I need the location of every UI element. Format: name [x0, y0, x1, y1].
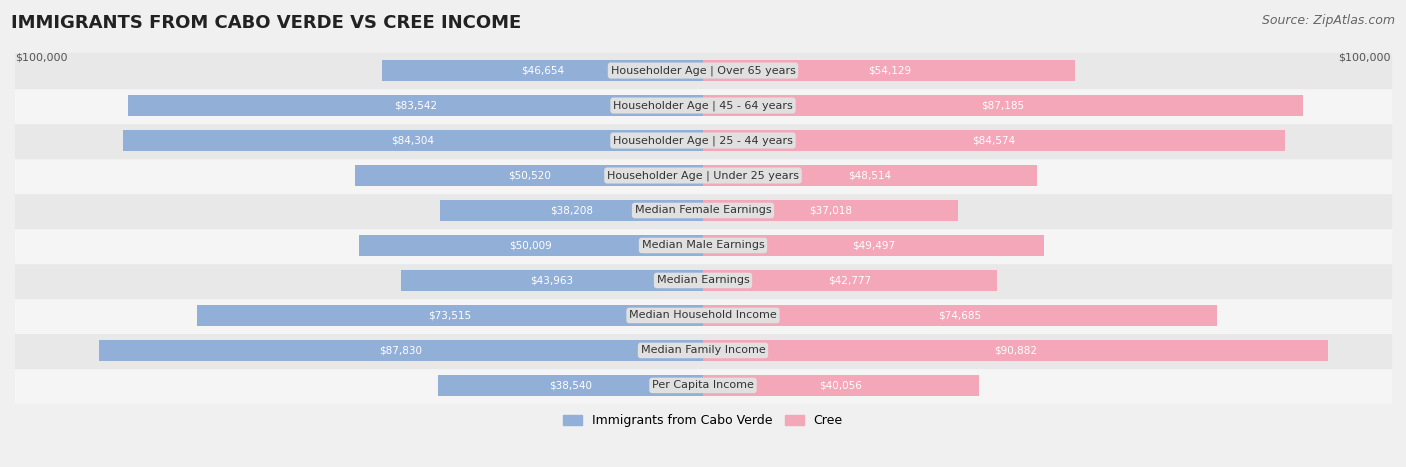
Text: $73,515: $73,515 [429, 311, 471, 320]
Text: $49,497: $49,497 [852, 241, 894, 250]
Text: Householder Age | Over 65 years: Householder Age | Over 65 years [610, 65, 796, 76]
Bar [703, 235, 1043, 256]
Bar [359, 235, 703, 256]
Text: Source: ZipAtlas.com: Source: ZipAtlas.com [1261, 14, 1395, 27]
Bar [382, 60, 703, 81]
Text: $74,685: $74,685 [938, 311, 981, 320]
Text: $38,540: $38,540 [548, 381, 592, 390]
Text: $83,542: $83,542 [394, 100, 437, 111]
Bar [703, 60, 1076, 81]
Bar [15, 228, 1391, 263]
Bar [703, 305, 1216, 326]
Text: $84,304: $84,304 [391, 135, 434, 146]
Bar [15, 88, 1391, 123]
Bar [703, 200, 957, 221]
Text: Householder Age | Under 25 years: Householder Age | Under 25 years [607, 170, 799, 181]
Text: Median Household Income: Median Household Income [628, 311, 778, 320]
Bar [128, 95, 703, 116]
Text: Per Capita Income: Per Capita Income [652, 381, 754, 390]
Bar [703, 130, 1285, 151]
Bar [15, 158, 1391, 193]
Bar [703, 270, 997, 291]
Text: Median Earnings: Median Earnings [657, 276, 749, 285]
Legend: Immigrants from Cabo Verde, Cree: Immigrants from Cabo Verde, Cree [558, 410, 848, 432]
Bar [98, 340, 703, 361]
Bar [15, 193, 1391, 228]
Text: $87,830: $87,830 [380, 346, 422, 355]
Bar [703, 165, 1036, 186]
Text: $100,000: $100,000 [1339, 52, 1391, 63]
Text: Median Female Earnings: Median Female Earnings [634, 205, 772, 215]
Bar [356, 165, 703, 186]
Text: $40,056: $40,056 [820, 381, 862, 390]
Text: $84,574: $84,574 [973, 135, 1015, 146]
Text: $46,654: $46,654 [522, 65, 564, 76]
Bar [15, 263, 1391, 298]
Text: $54,129: $54,129 [868, 65, 911, 76]
Text: Median Male Earnings: Median Male Earnings [641, 241, 765, 250]
Bar [703, 375, 979, 396]
Bar [703, 95, 1303, 116]
Text: $90,882: $90,882 [994, 346, 1038, 355]
Text: $87,185: $87,185 [981, 100, 1025, 111]
Bar [15, 333, 1391, 368]
Bar [122, 130, 703, 151]
Text: $42,777: $42,777 [828, 276, 872, 285]
Text: $38,208: $38,208 [550, 205, 593, 215]
Bar [197, 305, 703, 326]
Text: Median Family Income: Median Family Income [641, 346, 765, 355]
Text: $48,514: $48,514 [848, 170, 891, 181]
Text: $50,520: $50,520 [508, 170, 551, 181]
Text: $100,000: $100,000 [15, 52, 67, 63]
Bar [15, 368, 1391, 403]
Bar [15, 53, 1391, 88]
Text: $37,018: $37,018 [808, 205, 852, 215]
Text: IMMIGRANTS FROM CABO VERDE VS CREE INCOME: IMMIGRANTS FROM CABO VERDE VS CREE INCOM… [11, 14, 522, 32]
Bar [15, 123, 1391, 158]
Bar [440, 200, 703, 221]
Bar [437, 375, 703, 396]
Text: $43,963: $43,963 [530, 276, 574, 285]
Text: $50,009: $50,009 [509, 241, 553, 250]
Text: Householder Age | 45 - 64 years: Householder Age | 45 - 64 years [613, 100, 793, 111]
Bar [15, 298, 1391, 333]
Text: Householder Age | 25 - 44 years: Householder Age | 25 - 44 years [613, 135, 793, 146]
Bar [401, 270, 703, 291]
Bar [703, 340, 1329, 361]
